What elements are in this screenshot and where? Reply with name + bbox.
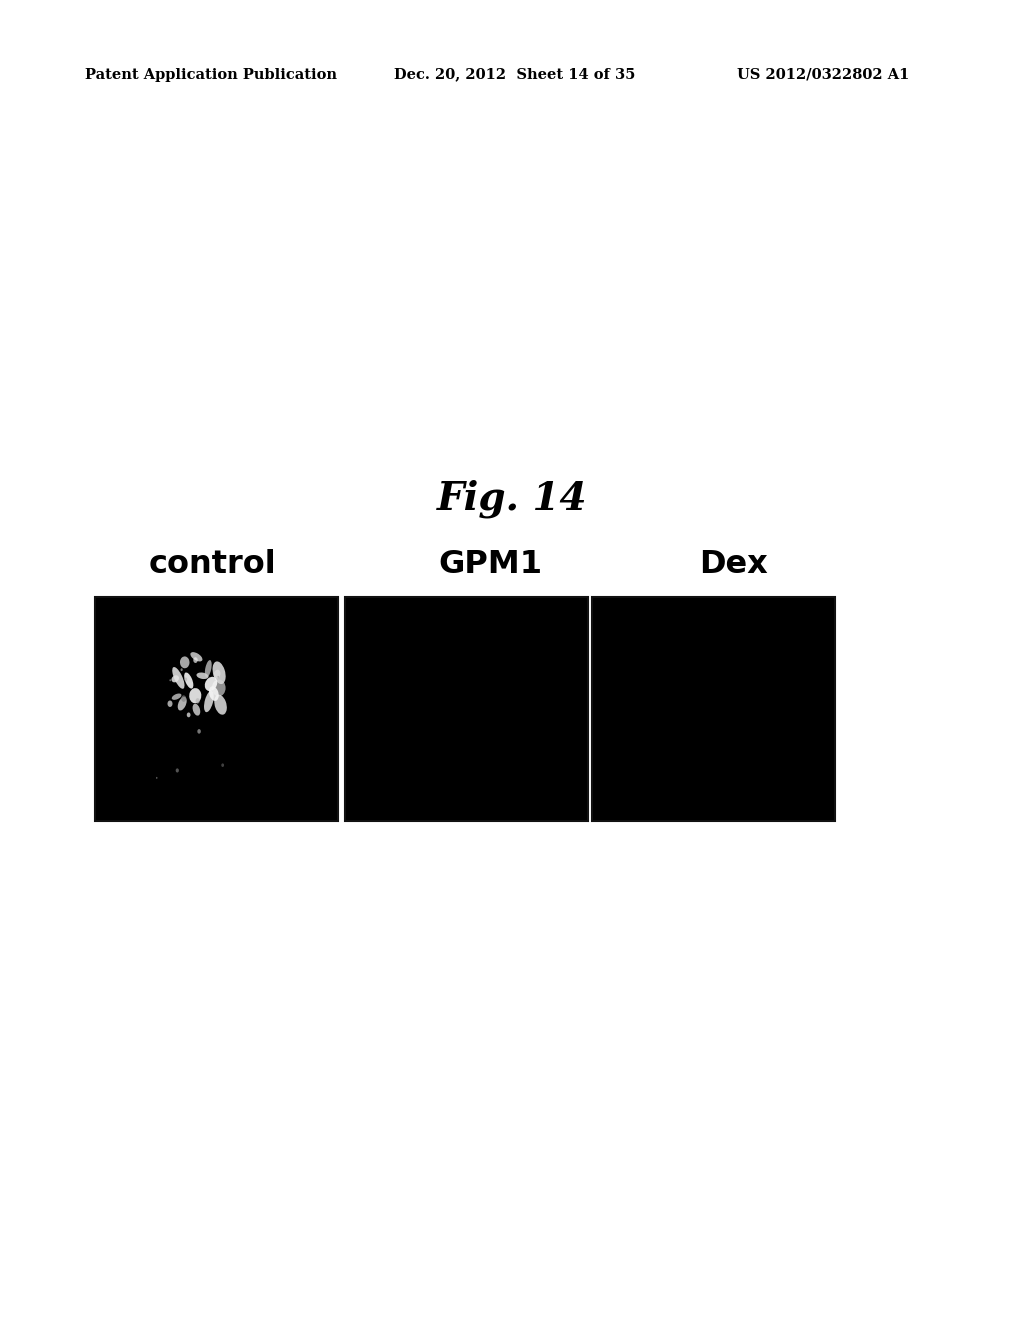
Ellipse shape — [178, 697, 186, 710]
Ellipse shape — [205, 660, 212, 677]
Ellipse shape — [171, 676, 179, 682]
Circle shape — [176, 768, 179, 772]
Ellipse shape — [214, 694, 227, 714]
Ellipse shape — [180, 656, 189, 668]
Bar — [95, 597, 338, 821]
Text: Dec. 20, 2012  Sheet 14 of 35: Dec. 20, 2012 Sheet 14 of 35 — [394, 67, 636, 82]
Text: Fig. 14: Fig. 14 — [437, 479, 587, 519]
Text: Dex: Dex — [698, 549, 768, 581]
Ellipse shape — [193, 704, 201, 715]
Circle shape — [198, 729, 201, 734]
Circle shape — [196, 698, 200, 704]
Circle shape — [156, 777, 158, 779]
Ellipse shape — [172, 693, 181, 700]
Circle shape — [186, 713, 190, 717]
Text: US 2012/0322802 A1: US 2012/0322802 A1 — [737, 67, 909, 82]
Ellipse shape — [197, 672, 209, 678]
Ellipse shape — [209, 686, 219, 701]
Circle shape — [217, 676, 219, 678]
Bar — [345, 597, 588, 821]
Circle shape — [169, 680, 171, 681]
Text: GPM1: GPM1 — [438, 549, 543, 581]
Ellipse shape — [190, 652, 203, 661]
Ellipse shape — [172, 667, 184, 689]
Ellipse shape — [184, 672, 194, 689]
Circle shape — [194, 657, 198, 663]
Circle shape — [181, 696, 186, 702]
Text: control: control — [150, 549, 276, 581]
Ellipse shape — [204, 690, 214, 713]
Ellipse shape — [213, 661, 225, 684]
Circle shape — [180, 668, 182, 671]
Ellipse shape — [212, 680, 225, 697]
Ellipse shape — [214, 669, 220, 678]
Circle shape — [221, 763, 224, 767]
Ellipse shape — [205, 677, 217, 692]
Ellipse shape — [189, 688, 202, 704]
Bar — [592, 597, 835, 821]
Text: Patent Application Publication: Patent Application Publication — [85, 67, 337, 82]
Circle shape — [184, 677, 187, 681]
Circle shape — [168, 701, 172, 708]
